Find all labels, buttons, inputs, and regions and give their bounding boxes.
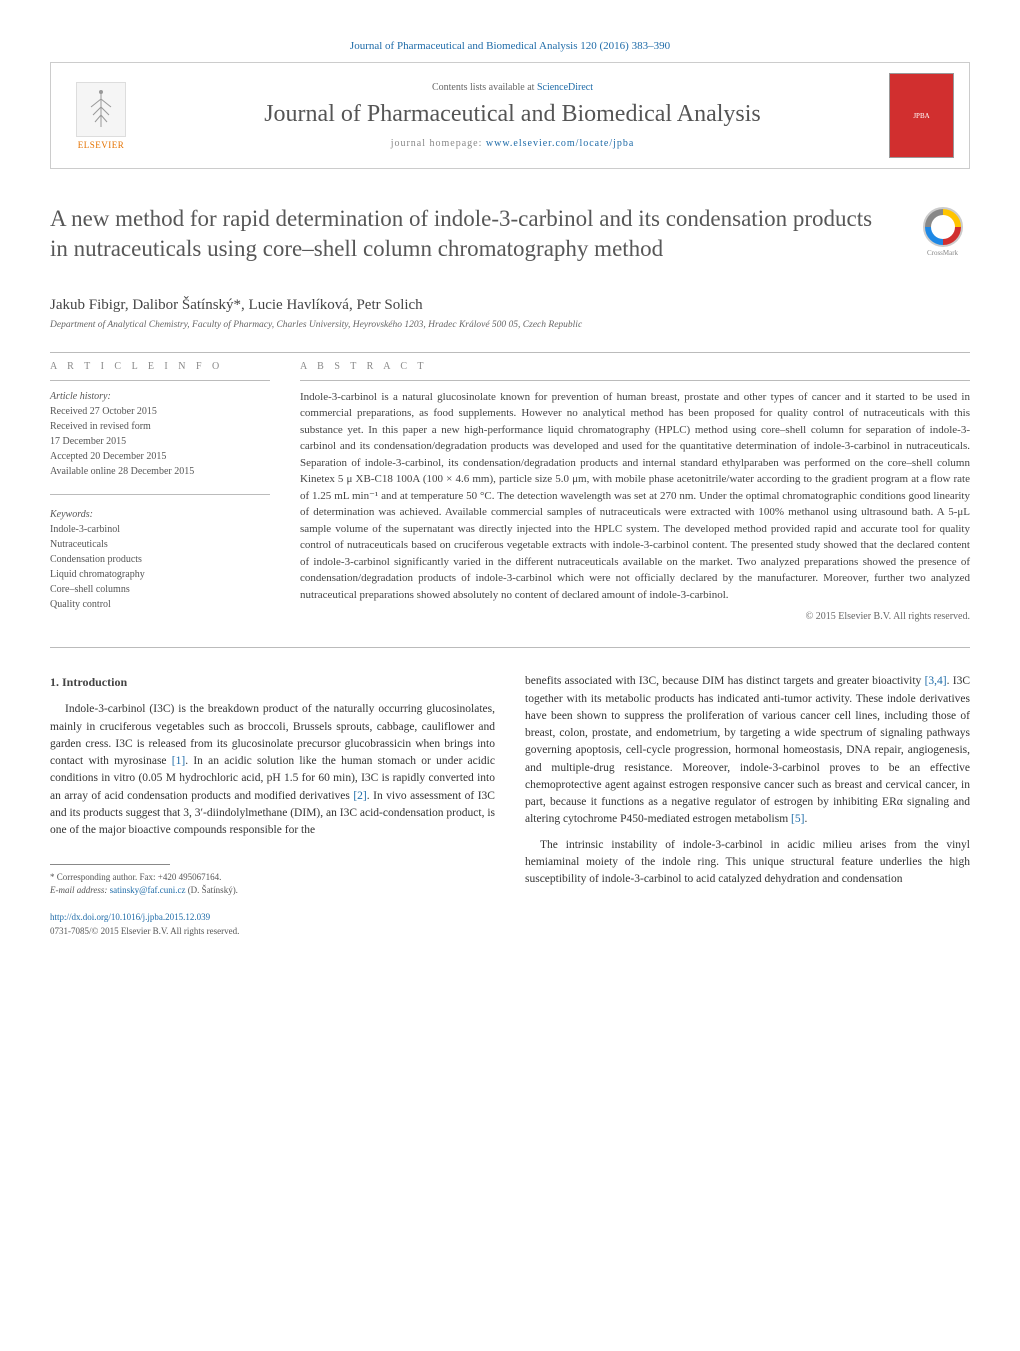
journal-citation-header: Journal of Pharmaceutical and Biomedical… [50, 40, 970, 52]
homepage-link[interactable]: www.elsevier.com/locate/jpba [486, 138, 634, 149]
keyword: Nutraceuticals [50, 537, 270, 552]
keywords-block: Keywords: Indole-3-carbinol Nutraceutica… [50, 507, 270, 612]
body-text: The intrinsic instability of indole-3-ca… [525, 839, 970, 886]
keyword: Quality control [50, 597, 270, 612]
doi-copyright: 0731-7085/© 2015 Elsevier B.V. All right… [50, 925, 495, 939]
body-columns: 1. Introduction Indole-3-carbinol (I3C) … [50, 673, 970, 938]
journal-citation-link[interactable]: Journal of Pharmaceutical and Biomedical… [350, 40, 670, 52]
email-link[interactable]: satinsky@faf.cuni.cz [110, 885, 186, 895]
doi-link[interactable]: http://dx.doi.org/10.1016/j.jpba.2015.12… [50, 912, 210, 922]
reference-link[interactable]: [1] [172, 755, 185, 767]
corresponding-author-footnote: * Corresponding author. Fax: +420 495067… [50, 871, 495, 896]
history-line: Accepted 20 December 2015 [50, 449, 270, 464]
header-center: Contents lists available at ScienceDirec… [151, 82, 874, 149]
history-line: Received in revised form [50, 419, 270, 434]
email-tail: (D. Šatínský). [185, 885, 238, 895]
reference-link[interactable]: [2] [353, 790, 366, 802]
doi-block: http://dx.doi.org/10.1016/j.jpba.2015.12… [50, 911, 495, 938]
body-text: . I3C together with its metabolic produc… [525, 675, 970, 825]
abstract-text: Indole-3-carbinol is a natural glucosino… [300, 389, 970, 604]
abstract-block: A B S T R A C T Indole-3-carbinol is a n… [300, 361, 970, 623]
info-rule-2 [50, 494, 270, 495]
homepage-prefix: journal homepage: [391, 138, 486, 149]
article-history-block: Article history: Received 27 October 201… [50, 389, 270, 479]
body-text: . [804, 813, 807, 825]
contents-available-line: Contents lists available at ScienceDirec… [151, 82, 874, 93]
abstract-copyright: © 2015 Elsevier B.V. All rights reserved… [300, 611, 970, 622]
keywords-label: Keywords: [50, 509, 93, 520]
footnote-rule [50, 864, 170, 865]
affiliation-line: Department of Analytical Chemistry, Facu… [50, 320, 970, 330]
article-title: A new method for rapid determination of … [50, 204, 895, 264]
crossmark-badge[interactable]: CrossMark [915, 204, 970, 259]
elsevier-tree-icon [76, 82, 126, 137]
homepage-line: journal homepage: www.elsevier.com/locat… [151, 138, 874, 149]
authors-line: Jakub Fibigr, Dalibor Šatínský*, Lucie H… [50, 297, 970, 314]
reference-link[interactable]: [5] [791, 813, 804, 825]
body-column-left: 1. Introduction Indole-3-carbinol (I3C) … [50, 673, 495, 938]
body-text: benefits associated with I3C, because DI… [525, 675, 925, 687]
intro-heading: 1. Introduction [50, 673, 495, 691]
keyword: Liquid chromatography [50, 567, 270, 582]
history-line: Available online 28 December 2015 [50, 464, 270, 479]
contents-prefix: Contents lists available at [432, 82, 537, 93]
crossmark-label: CrossMark [927, 249, 958, 257]
article-info-label: A R T I C L E I N F O [50, 361, 270, 372]
footnote-star-line: * Corresponding author. Fax: +420 495067… [50, 871, 495, 884]
email-label: E-mail address: [50, 885, 110, 895]
article-info-block: A R T I C L E I N F O Article history: R… [50, 361, 270, 623]
keyword: Indole-3-carbinol [50, 522, 270, 537]
body-paragraph: The intrinsic instability of indole-3-ca… [525, 837, 970, 889]
body-column-right: benefits associated with I3C, because DI… [525, 673, 970, 938]
history-line: Received 27 October 2015 [50, 404, 270, 419]
abstract-rule [300, 380, 970, 381]
body-divider-rule [50, 647, 970, 648]
elsevier-label: ELSEVIER [78, 140, 125, 150]
journal-cover-thumbnail: JPBA [889, 73, 954, 158]
elsevier-logo: ELSEVIER [66, 76, 136, 156]
journal-header-box: ELSEVIER Contents lists available at Sci… [50, 62, 970, 169]
sciencedirect-link[interactable]: ScienceDirect [537, 82, 593, 93]
history-label: Article history: [50, 391, 111, 402]
divider-rule [50, 352, 970, 353]
history-line: 17 December 2015 [50, 434, 270, 449]
abstract-label: A B S T R A C T [300, 361, 970, 372]
journal-name: Journal of Pharmaceutical and Biomedical… [151, 101, 874, 128]
reference-link[interactable]: [3,4] [925, 675, 947, 687]
keyword: Condensation products [50, 552, 270, 567]
keyword: Core–shell columns [50, 582, 270, 597]
body-paragraph: benefits associated with I3C, because DI… [525, 673, 970, 828]
body-paragraph: Indole-3-carbinol (I3C) is the breakdown… [50, 701, 495, 839]
info-rule-1 [50, 380, 270, 381]
crossmark-icon [923, 207, 963, 247]
